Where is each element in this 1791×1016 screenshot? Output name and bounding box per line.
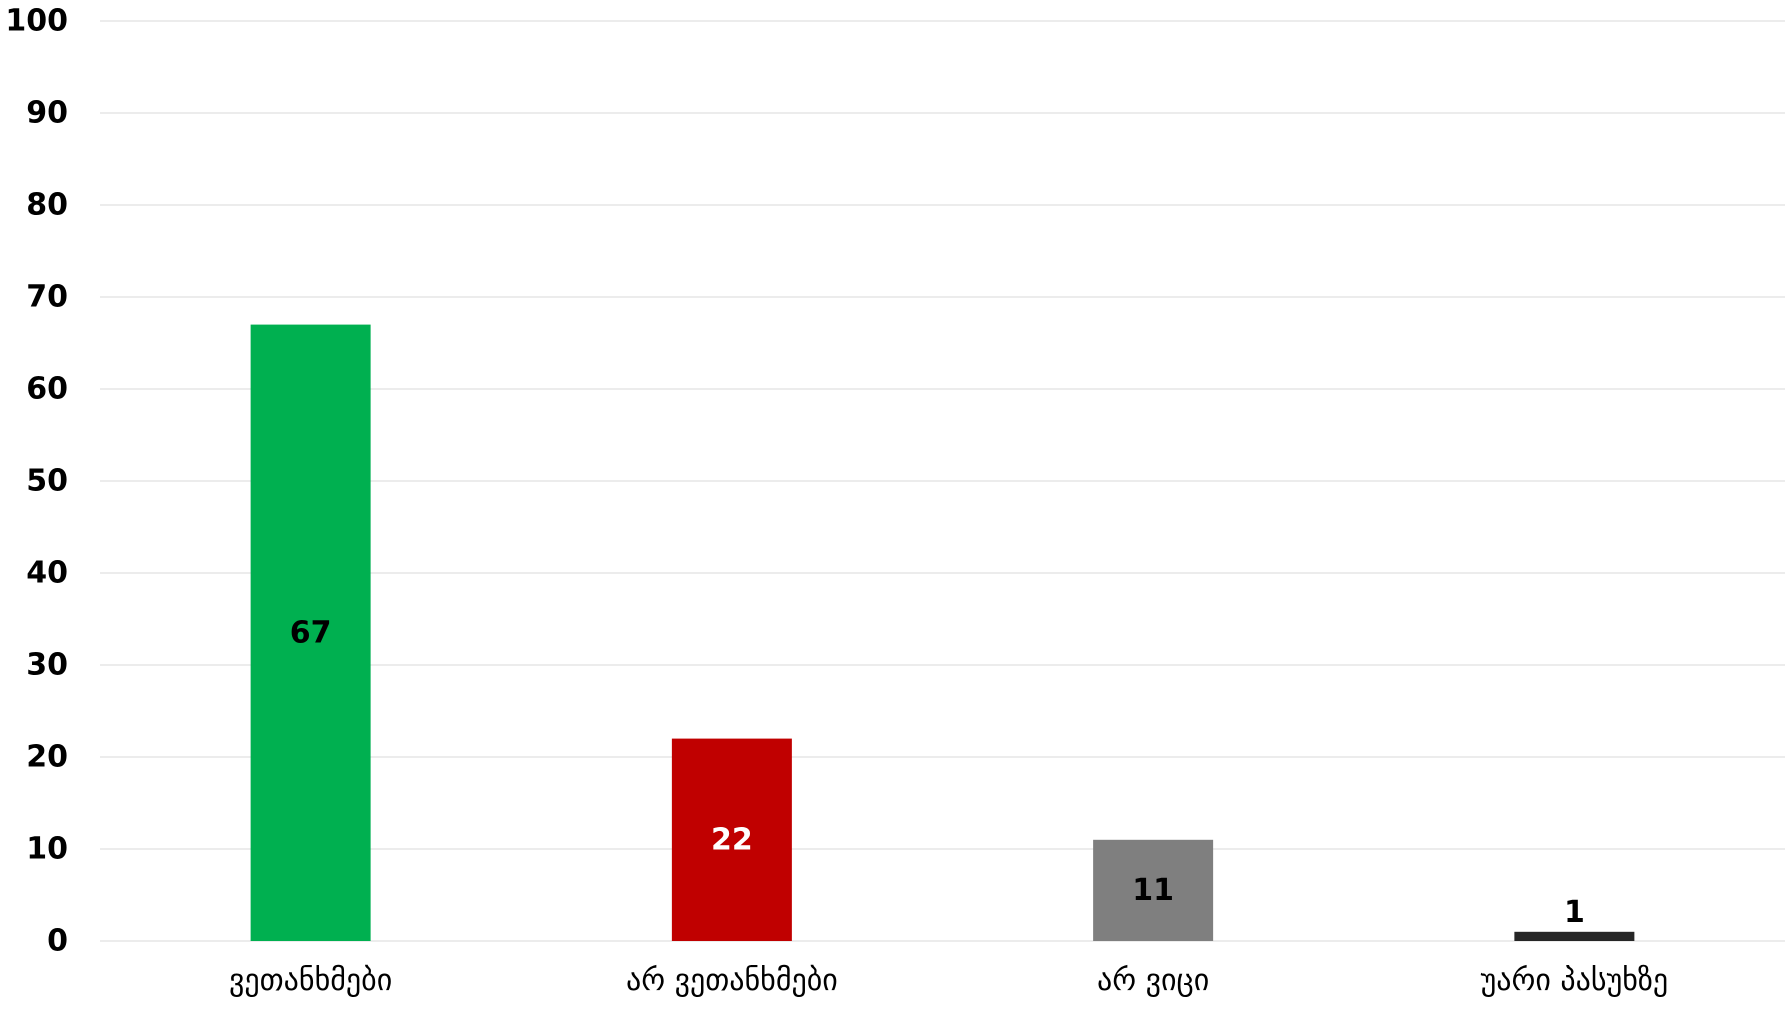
x-category-label: არ ვეთანხმები [626, 963, 838, 998]
data-label: 1 [1564, 895, 1585, 930]
y-axis-ticks: 0 10 20 30 40 50 60 70 80 90 100 [5, 4, 68, 959]
y-tick-label: 10 [26, 832, 68, 867]
data-label: 22 [711, 822, 753, 857]
x-category-label: არ ვიცი [1097, 963, 1209, 998]
bars [250, 324, 1635, 942]
y-tick-label: 70 [26, 280, 68, 315]
y-tick-label: 60 [26, 372, 68, 407]
bar [671, 738, 792, 941]
bar [1514, 931, 1635, 941]
y-tick-label: 30 [26, 648, 68, 683]
bar [250, 324, 371, 942]
y-tick-label: 20 [26, 740, 68, 775]
x-category-label: ვეთანხმები [229, 963, 392, 998]
data-label: 67 [290, 615, 332, 650]
bar [1093, 839, 1214, 941]
y-tick-label: 90 [26, 96, 68, 131]
y-tick-label: 0 [47, 924, 68, 959]
gridlines [100, 20, 1785, 942]
x-axis-labels: ვეთანხმები არ ვეთანხმები არ ვიცი უარი პასუხ… [229, 963, 1668, 998]
y-tick-label: 40 [26, 556, 68, 591]
y-tick-label: 80 [26, 188, 68, 223]
y-tick-label: 100 [5, 4, 68, 39]
x-category-label: უარი პასუხზე [1481, 963, 1669, 998]
data-label: 11 [1132, 873, 1174, 908]
y-tick-label: 50 [26, 464, 68, 499]
